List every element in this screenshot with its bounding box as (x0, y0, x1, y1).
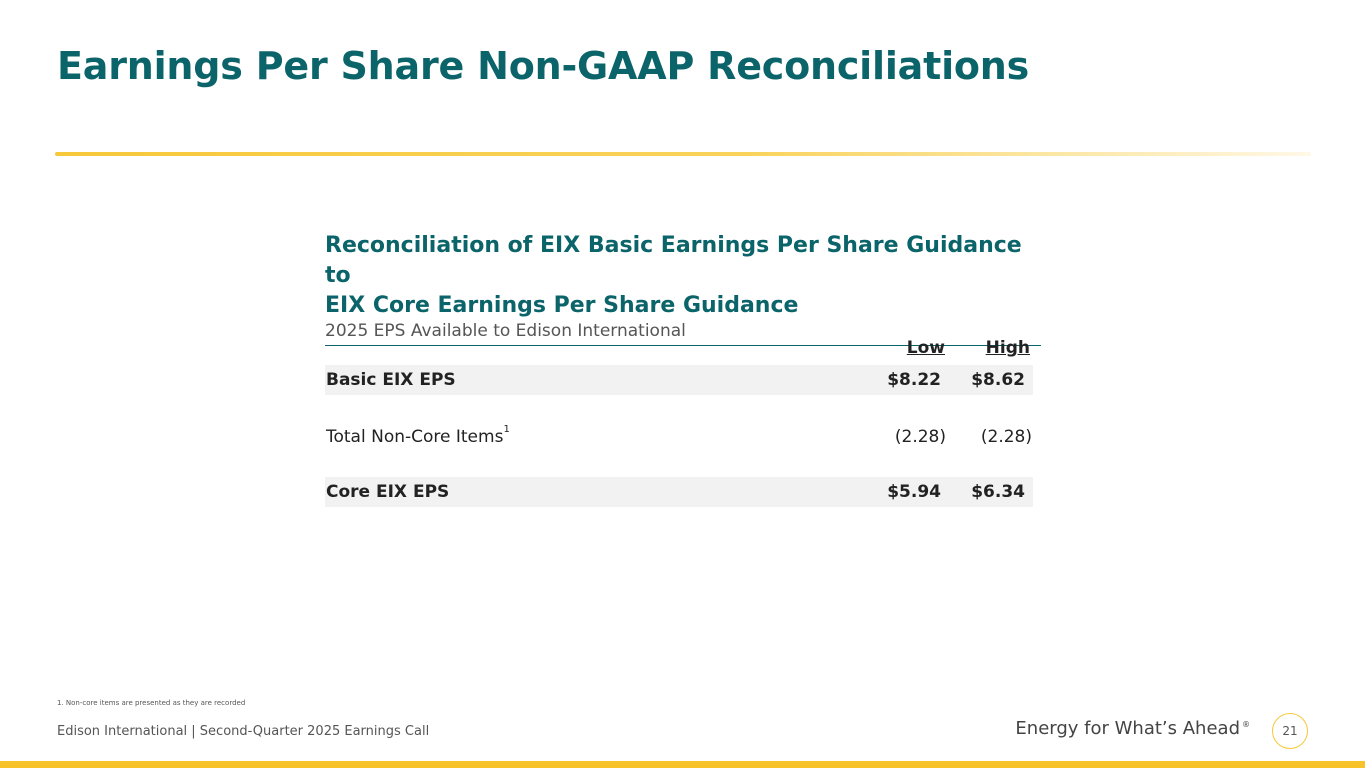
page-number: 21 (1272, 713, 1308, 749)
registered-mark: ® (1242, 720, 1250, 729)
table-row-core-eps: Core EIX EPS $5.94 $6.34 (325, 477, 1033, 507)
panel-heading: Reconciliation of EIX Basic Earnings Per… (325, 231, 1041, 321)
row-value-low: (2.28) (894, 427, 946, 447)
footer-caption: Edison International | Second-Quarter 20… (57, 724, 430, 739)
column-headers: Low High (325, 338, 1041, 362)
slide-title: Earnings Per Share Non-GAAP Reconciliati… (57, 44, 1030, 88)
column-header-low: Low (906, 338, 945, 358)
row-value-high: $6.34 (971, 482, 1025, 502)
panel-subheading: 2025 EPS Available to Edison Internation… (325, 321, 1041, 346)
column-header-high: High (985, 338, 1030, 358)
row-label: Basic EIX EPS (326, 370, 456, 390)
tagline-text: Energy for What’s Ahead (1015, 718, 1240, 739)
title-divider (55, 152, 1311, 156)
row-value-high: (2.28) (980, 427, 1032, 447)
row-value-high: $8.62 (971, 370, 1025, 390)
panel-heading-line-1: Reconciliation of EIX Basic Earnings Per… (325, 233, 1022, 288)
company-tagline: Energy for What’s Ahead ® (1015, 718, 1250, 739)
table-row-non-core-items: Total Non-Core Items1 (2.28) (2.28) (325, 422, 1033, 452)
table-row-basic-eps: Basic EIX EPS $8.22 $8.62 (325, 365, 1033, 395)
footnote: 1. Non-core items are presented as they … (57, 699, 246, 707)
row-value-low: $8.22 (887, 370, 941, 390)
row-label: Total Non-Core Items1 (326, 422, 510, 452)
row-label-text: Total Non-Core Items (326, 427, 504, 447)
row-value-low: $5.94 (887, 482, 941, 502)
reconciliation-panel: Reconciliation of EIX Basic Earnings Per… (325, 231, 1041, 507)
panel-heading-line-2: EIX Core Earnings Per Share Guidance (325, 293, 799, 318)
bottom-accent-bar (0, 761, 1365, 768)
footnote-marker: 1 (503, 424, 510, 435)
row-label: Core EIX EPS (326, 482, 450, 502)
